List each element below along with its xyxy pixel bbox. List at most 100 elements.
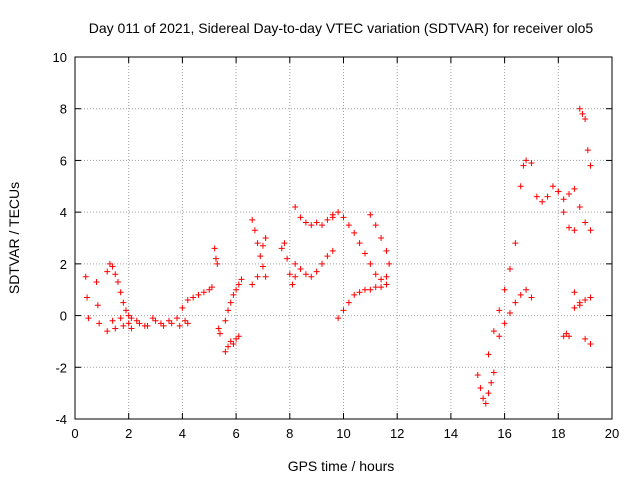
x-tick-label: 20 <box>605 426 619 441</box>
data-point <box>324 216 331 223</box>
data-point <box>587 162 594 169</box>
data-point <box>278 245 285 252</box>
data-point <box>289 281 296 288</box>
data-point <box>160 322 167 329</box>
data-point <box>302 219 309 226</box>
data-point <box>211 245 218 252</box>
data-point <box>490 328 497 335</box>
data-point <box>474 372 481 379</box>
y-tick-label: -2 <box>55 360 67 375</box>
data-point <box>292 203 299 210</box>
data-point <box>212 255 219 262</box>
data-point <box>82 273 89 280</box>
data-point <box>560 196 567 203</box>
data-point <box>96 320 103 327</box>
x-tick-label: 8 <box>286 426 293 441</box>
data-points <box>82 105 594 407</box>
series-sat-l <box>278 240 299 288</box>
data-point <box>128 315 135 322</box>
data-point <box>528 294 535 301</box>
data-point <box>227 299 234 306</box>
gridlines <box>75 57 612 419</box>
series-sat-x <box>560 289 594 348</box>
data-point <box>383 247 390 254</box>
data-point <box>233 335 240 342</box>
data-point <box>109 317 116 324</box>
data-point <box>345 222 352 229</box>
data-point <box>313 219 320 226</box>
data-point <box>104 328 111 335</box>
series-sat-f <box>179 284 215 311</box>
data-point <box>482 400 489 407</box>
data-point <box>254 273 261 280</box>
data-point <box>208 284 215 291</box>
data-point <box>93 278 100 285</box>
data-point <box>477 384 484 391</box>
data-point <box>195 291 202 298</box>
data-point <box>227 338 234 345</box>
data-point <box>319 260 326 267</box>
data-point <box>176 322 183 329</box>
data-point <box>587 294 594 301</box>
data-point <box>340 214 347 221</box>
data-point <box>262 235 269 241</box>
data-point <box>225 343 232 350</box>
data-point <box>117 289 124 296</box>
x-tick-label: 18 <box>551 426 565 441</box>
data-point <box>571 227 578 234</box>
y-tick-label: 4 <box>60 205 67 220</box>
data-point <box>517 291 524 298</box>
data-point <box>308 222 315 229</box>
data-point <box>506 309 513 316</box>
data-point <box>262 273 269 280</box>
data-point <box>485 351 492 358</box>
data-point <box>284 255 291 262</box>
data-point <box>281 240 288 247</box>
data-point <box>582 116 589 123</box>
data-point <box>335 209 342 216</box>
data-point <box>168 320 175 327</box>
series-sat-e <box>109 315 189 329</box>
data-point <box>582 335 589 342</box>
series-sat-y <box>571 294 594 311</box>
x-tick-label: 4 <box>179 426 186 441</box>
series-sat-m <box>292 203 336 229</box>
data-point <box>292 273 299 280</box>
data-point <box>259 263 266 270</box>
data-point <box>104 268 111 275</box>
y-tick-label: 0 <box>60 309 67 324</box>
data-point <box>549 183 556 190</box>
data-point <box>517 183 524 190</box>
data-point <box>560 209 567 216</box>
data-point <box>238 276 245 283</box>
series-sat-w <box>576 105 594 169</box>
series-sat-c <box>104 260 135 322</box>
data-point <box>157 320 164 327</box>
x-tick-label: 2 <box>125 426 132 441</box>
data-point <box>367 286 374 293</box>
data-point <box>571 289 578 296</box>
data-point <box>117 315 124 322</box>
data-point <box>523 157 530 164</box>
series-sat-q <box>367 211 393 267</box>
data-point <box>235 281 242 288</box>
data-point <box>512 299 519 306</box>
data-point <box>133 317 140 324</box>
data-point <box>566 333 573 340</box>
x-tick-labels: 0 2 4 6 8 10 12 14 16 18 20 <box>71 426 619 441</box>
data-point <box>576 299 583 306</box>
chart-title: Day 011 of 2021, Sidereal Day-to-day VTE… <box>89 20 594 36</box>
data-point <box>254 240 261 247</box>
data-point <box>361 250 368 257</box>
data-point <box>351 229 358 236</box>
data-point <box>496 307 503 314</box>
series-sat-d <box>104 317 191 335</box>
data-point <box>184 297 191 304</box>
data-point <box>84 294 91 301</box>
series-sat-i <box>222 276 245 324</box>
data-point <box>319 222 326 229</box>
series-sat-h <box>222 333 242 355</box>
data-point <box>233 286 240 293</box>
data-point <box>340 307 347 314</box>
